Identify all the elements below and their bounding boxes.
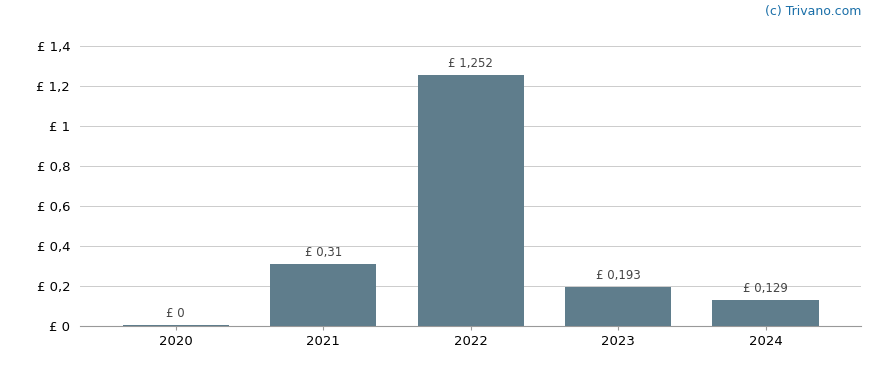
Bar: [417, 75, 524, 326]
Bar: [712, 300, 819, 326]
Bar: [270, 263, 377, 326]
Bar: [565, 287, 671, 326]
Text: £ 0,31: £ 0,31: [305, 246, 342, 259]
Text: £ 1,252: £ 1,252: [448, 57, 493, 70]
Text: £ 0,129: £ 0,129: [743, 282, 788, 295]
Text: £ 0: £ 0: [166, 307, 185, 320]
Text: £ 0,193: £ 0,193: [596, 269, 640, 282]
Text: (c) Trivano.com: (c) Trivano.com: [765, 5, 861, 18]
